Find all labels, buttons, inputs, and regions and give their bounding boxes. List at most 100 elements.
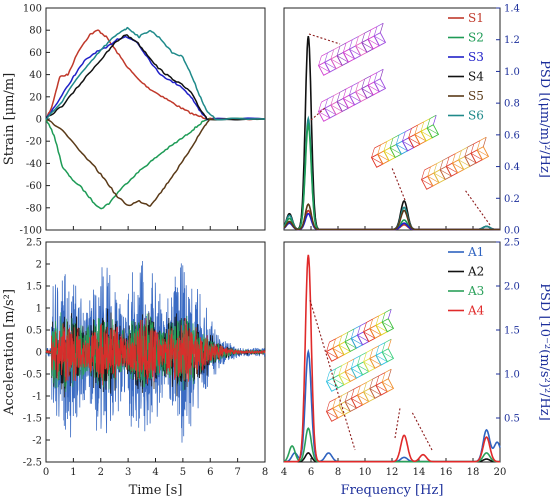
mode-shape-7 <box>325 368 395 422</box>
x-tick-label: 18 <box>467 467 480 478</box>
wire-depth <box>349 39 353 50</box>
wire-top <box>442 156 450 161</box>
wire-depth <box>389 138 394 148</box>
wire-top <box>327 49 334 54</box>
wire-brace <box>377 154 390 161</box>
wire-brace <box>332 378 345 385</box>
wire-top <box>327 95 334 100</box>
wire-top <box>341 391 349 396</box>
wire-brace <box>336 55 349 63</box>
wire-brace <box>464 156 477 164</box>
wire-cell <box>476 146 490 161</box>
wire-depth <box>426 118 431 129</box>
wire-depth <box>326 402 330 412</box>
wire-brace <box>426 127 439 135</box>
wire-brace <box>369 328 382 336</box>
wire-top <box>405 128 412 132</box>
wire-depth <box>379 69 384 79</box>
wire-brace <box>357 394 369 402</box>
callout-line <box>391 167 406 201</box>
wire-brace <box>338 374 351 382</box>
wire-depth <box>383 141 388 152</box>
wire-depth <box>338 365 343 376</box>
wire-brace <box>351 398 363 406</box>
wire-brace <box>332 348 345 355</box>
wire-cell <box>381 378 395 393</box>
x-tick-label: 8 <box>262 467 268 478</box>
wire-brace <box>452 162 464 170</box>
y-tick-label: 1.5 <box>26 282 42 293</box>
wire-depth <box>445 156 450 167</box>
wire-depth <box>363 352 367 362</box>
wire-brace <box>326 351 339 359</box>
wire-top <box>429 114 437 119</box>
wire-brace <box>326 411 339 419</box>
wire-depth <box>344 362 349 372</box>
wire-depth <box>350 388 355 399</box>
wire-brace <box>369 358 382 366</box>
legend-label-a2: A2 <box>467 265 484 279</box>
series-a4-line <box>45 317 266 386</box>
wire-brace <box>420 131 433 138</box>
legend-label-s4: S4 <box>468 70 484 84</box>
wire-top <box>398 131 406 136</box>
wire-brace <box>318 65 331 73</box>
wire-brace <box>324 62 337 69</box>
wire-top <box>358 32 365 37</box>
x-tick-label: 3 <box>125 467 131 478</box>
acceleration-psd-panel: 4 6 8 10 12 14 16 18 20 0.5 1.0 1.5 2.0 2.5 Frequency … <box>281 238 550 499</box>
x-tick-label: 16 <box>440 467 453 478</box>
strain-psd-panel: 0.0 0.2 0.4 0.6 0.8 1.0 1.2 1.4 PSD [(μm/m)²/Hz]… <box>283 4 550 237</box>
legend-label-s2: S2 <box>468 31 484 45</box>
y-tick-label: 1.4 <box>504 4 520 15</box>
y-tick-label: 1 <box>36 304 42 315</box>
y-tick-label: 20 <box>29 92 42 103</box>
wire-brace <box>381 381 394 389</box>
wire-depth <box>381 312 386 323</box>
wire-top <box>364 29 372 34</box>
wire-depth <box>367 75 372 86</box>
wire-depth <box>350 328 355 339</box>
wire-brace <box>381 351 394 359</box>
x-tick-label: 20 <box>494 467 507 478</box>
wire-brace <box>326 381 339 389</box>
wire-top <box>335 335 342 340</box>
callout-line <box>308 33 341 45</box>
x-axis-label: Time [s] <box>129 483 183 498</box>
y-tick-label: -0.5 <box>23 370 42 381</box>
wire-brace <box>343 98 355 106</box>
y-tick-label: 2.5 <box>504 238 520 249</box>
wire-depth <box>318 102 322 112</box>
mode-shape-5 <box>325 308 395 362</box>
wire-top <box>448 153 456 158</box>
wire-top <box>339 42 347 47</box>
mode-shape-2 <box>317 68 387 122</box>
wire-depth <box>318 56 322 66</box>
y-tick-label: 0.6 <box>504 130 520 141</box>
wire-brace <box>402 140 414 148</box>
wire-top <box>384 308 392 313</box>
wire-top <box>345 85 353 90</box>
callout-line <box>411 411 433 451</box>
y-tick-label: 0.8 <box>504 99 520 110</box>
wire-cell <box>426 124 440 139</box>
wire-depth <box>342 42 347 53</box>
wire-top <box>455 150 462 154</box>
wire-brace <box>433 172 446 180</box>
wire-brace <box>373 81 386 89</box>
y-tick-label: -80 <box>26 203 42 214</box>
y-tick-label: -2.5 <box>23 458 42 469</box>
wire-depth <box>381 342 386 353</box>
wire-top <box>353 385 361 390</box>
x-tick-label: 10 <box>359 467 372 478</box>
wire-brace <box>355 45 368 53</box>
wire-brace <box>381 321 394 329</box>
wire-depth <box>377 144 381 155</box>
wire-top <box>366 318 373 323</box>
callout-line <box>394 407 401 439</box>
wire-top <box>384 338 392 343</box>
series-s1-line <box>45 29 266 121</box>
y-axis-label: PSD [10⁻²(m/s²)²/Hz] <box>537 283 550 420</box>
x-tick-label: 14 <box>413 467 426 478</box>
wire-brace <box>332 408 345 415</box>
